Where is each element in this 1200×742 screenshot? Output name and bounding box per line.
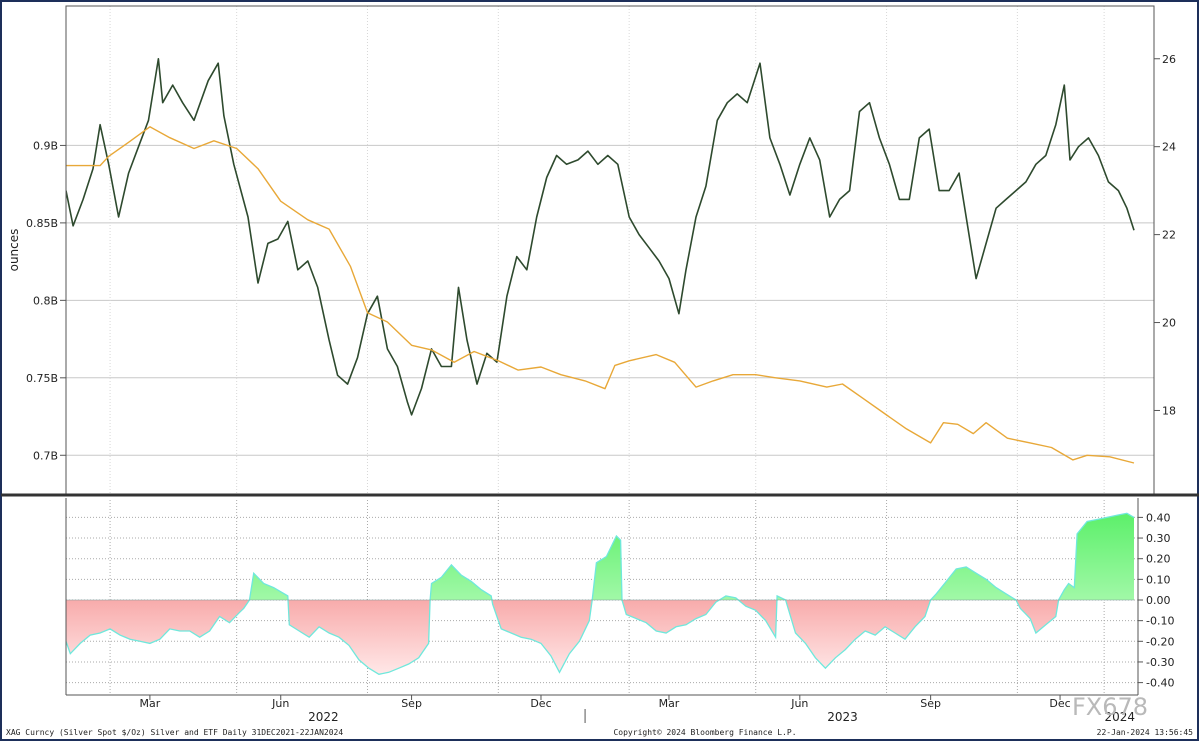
left-tick-label: 0.9B: [33, 139, 58, 152]
footer-timestamp: 22-Jan-2024 13:56:45: [1097, 728, 1194, 737]
silver-spot-price-line: [66, 57, 1135, 416]
x-tick-label: Mar: [140, 697, 161, 710]
bottom-tick-label: 0.10: [1146, 573, 1171, 586]
left-tick-label: 0.8B: [33, 294, 58, 307]
bottom-tick-label: 0.20: [1146, 553, 1171, 566]
bottom-tick-label: 0.30: [1146, 532, 1171, 545]
x-tick-label: Sep: [401, 697, 422, 710]
footer-source: XAG Curncy (Silver Spot $/Oz) Silver and…: [6, 728, 343, 737]
left-y-axis-ticks: 0.7B 0.75B 0.8B 0.85B 0.9B: [26, 139, 66, 462]
x-tick-label: Jun: [790, 697, 808, 710]
x-tick-label: Dec: [530, 697, 551, 710]
year-label: 2022: [308, 710, 339, 724]
x-tick-label: Mar: [659, 697, 680, 710]
x-tick-label: Sep: [920, 697, 941, 710]
negative-area: [66, 600, 1134, 675]
bottom-tick-label: -0.30: [1146, 656, 1174, 669]
year-label: 2023: [827, 710, 858, 724]
bottom-tick-label: -0.10: [1146, 615, 1174, 628]
top-panel-grid: [66, 6, 1154, 494]
right-tick-label: 18: [1162, 404, 1176, 417]
right-tick-label: 24: [1162, 141, 1176, 154]
x-axis-ticks: Mar Jun Sep Dec Mar Jun Sep Dec 2022 2023 2024: [140, 695, 1136, 724]
price-lines: [66, 57, 1135, 464]
correlation-area: [65, 512, 1135, 675]
x-tick-label: Dec: [1049, 697, 1070, 710]
correlation-outline: [65, 512, 1135, 675]
right-tick-label: 20: [1162, 317, 1176, 330]
silver-etf-holdings-line: [66, 126, 1135, 464]
left-tick-label: 0.7B: [33, 449, 58, 462]
bottom-tick-label: 0.00: [1146, 594, 1171, 607]
right-tick-label: 26: [1162, 53, 1176, 66]
year-label: 2024: [1105, 710, 1136, 724]
left-tick-label: 0.75B: [26, 372, 58, 385]
y-axis-label: ounces: [7, 229, 21, 272]
watermark: FX678: [1072, 693, 1148, 721]
right-tick-label: 22: [1162, 229, 1176, 242]
bottom-tick-label: -0.20: [1146, 635, 1174, 648]
positive-area: [66, 513, 1134, 600]
right-y-axis-ticks: 18 20 22 24 26: [1154, 53, 1176, 417]
bottom-y-axis-ticks: 0.40 0.30 0.20 0.10 0.00 -0.10 -0.20 -0.30 -0.40: [1138, 511, 1174, 690]
footer-copyright: Copyright© 2024 Bloomberg Finance L.P.: [613, 728, 796, 737]
x-tick-label: Jun: [271, 697, 289, 710]
bottom-tick-label: -0.40: [1146, 677, 1174, 690]
bottom-tick-label: 0.40: [1146, 511, 1171, 524]
left-tick-label: 0.85B: [26, 217, 58, 230]
